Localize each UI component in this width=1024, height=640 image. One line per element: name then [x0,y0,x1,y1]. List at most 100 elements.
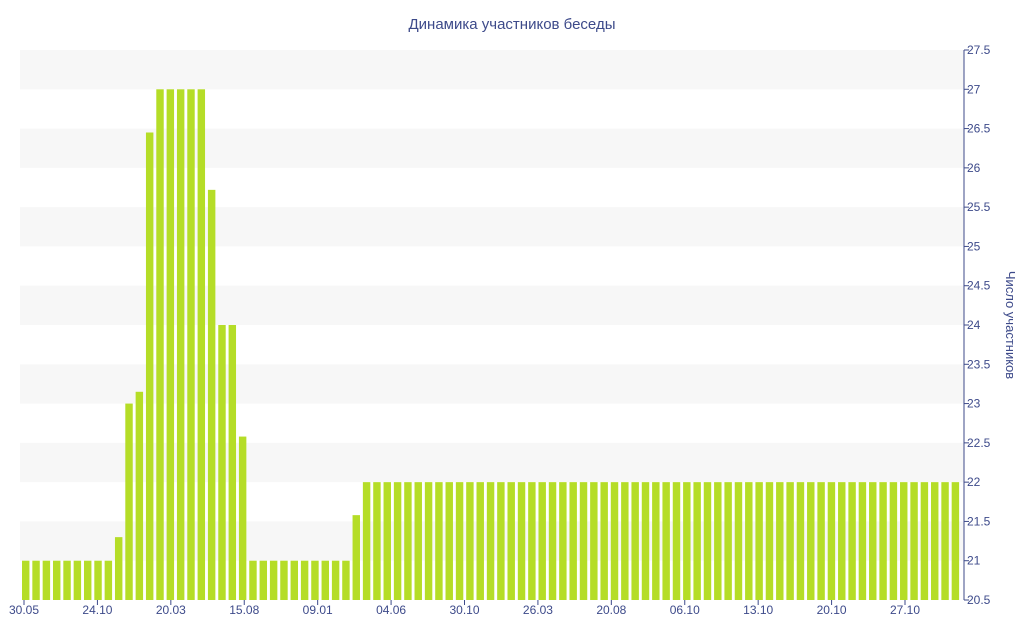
bar [476,482,484,600]
bar [889,482,898,600]
y-tick-label: 21.5 [967,514,991,528]
x-tick-label: 26.03 [523,603,553,617]
bar [290,560,299,600]
bar [662,482,670,600]
y-tick-label: 26.5 [967,122,991,136]
bar [455,482,464,600]
x-tick-label: 09.01 [303,603,333,617]
bar [135,391,144,600]
bar [207,189,216,601]
bar [610,482,619,600]
bar [631,482,639,600]
bar [197,89,206,600]
bar [393,482,402,600]
bar [703,482,712,600]
bar [424,482,433,600]
bar [466,482,474,600]
bar [156,89,164,600]
bar [73,560,82,600]
bar [858,482,867,600]
bar [269,560,278,600]
bar [176,89,185,600]
bar [32,560,40,600]
y-tick-label: 26 [967,161,981,175]
y-tick-label: 27 [967,82,981,96]
bars [22,89,960,601]
bar [497,482,505,600]
bar [817,482,825,600]
bar [311,560,319,600]
bar [104,560,113,600]
bar [641,482,650,600]
bar [94,560,102,600]
x-tick-label: 20.08 [596,603,626,617]
bar [755,482,763,600]
bar [414,482,422,600]
y-tick-label: 20.5 [967,593,991,607]
bar [517,482,526,600]
bar [187,89,195,600]
bar [621,482,629,600]
bar [941,482,949,600]
x-tick-label: 20.10 [817,603,847,617]
bar [672,482,681,600]
bar [218,325,226,600]
y-axis-label: Число участников [1003,271,1018,379]
bar [807,482,815,600]
bar [238,436,247,600]
bar [445,482,453,600]
x-tick-label: 15.08 [229,603,259,617]
bar [145,132,154,600]
bar [848,482,856,600]
y-tick-label: 23.5 [967,357,991,371]
bar [373,482,381,600]
bar [776,482,784,600]
bar [600,482,608,600]
bar [693,482,701,600]
y-tick-label: 21 [967,554,981,568]
bar [538,482,546,600]
bar [765,482,774,600]
bar [734,482,743,600]
bar [838,482,846,600]
bar [362,482,371,600]
bar [920,482,929,600]
bar [300,560,309,600]
bar [900,482,908,600]
bar [83,560,92,600]
bar [683,482,691,600]
bar [569,482,577,600]
x-tick-label: 24.10 [82,603,112,617]
bar [404,482,412,600]
x-tick-label: 20.03 [156,603,186,617]
bar [910,482,918,600]
bar [559,482,567,600]
bar [724,482,732,600]
bar [125,403,133,600]
bar [745,482,753,600]
y-tick-label: 25.5 [967,200,991,214]
bar [507,482,515,600]
bar [114,537,123,600]
bar [52,560,61,600]
bar [579,482,588,600]
bar [259,560,268,600]
bar [321,560,329,600]
bar [228,325,237,600]
bar [528,482,536,600]
bar [280,560,288,600]
bar [352,515,360,600]
chart-title: Динамика участников беседы [409,16,616,33]
bar [786,482,794,600]
bar [548,482,557,600]
x-tick-label: 30.05 [9,603,39,617]
x-tick-label: 04.06 [376,603,406,617]
bar [42,560,51,600]
bar [827,482,836,600]
bar [951,482,960,600]
bar [63,560,71,600]
y-tick-label: 27.5 [967,43,991,57]
y-tick-label: 22 [967,475,981,489]
bar [879,482,887,600]
